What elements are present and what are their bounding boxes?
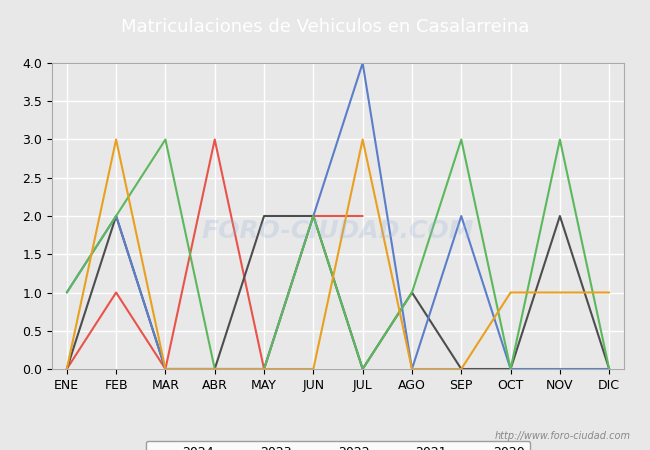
Legend: 2024, 2023, 2022, 2021, 2020: 2024, 2023, 2022, 2021, 2020 [146,441,530,450]
Text: http://www.foro-ciudad.com: http://www.foro-ciudad.com [495,431,630,441]
Text: FORO-CIUDAD.COM: FORO-CIUDAD.COM [202,219,474,243]
Text: Matriculaciones de Vehiculos en Casalarreina: Matriculaciones de Vehiculos en Casalarr… [121,18,529,36]
